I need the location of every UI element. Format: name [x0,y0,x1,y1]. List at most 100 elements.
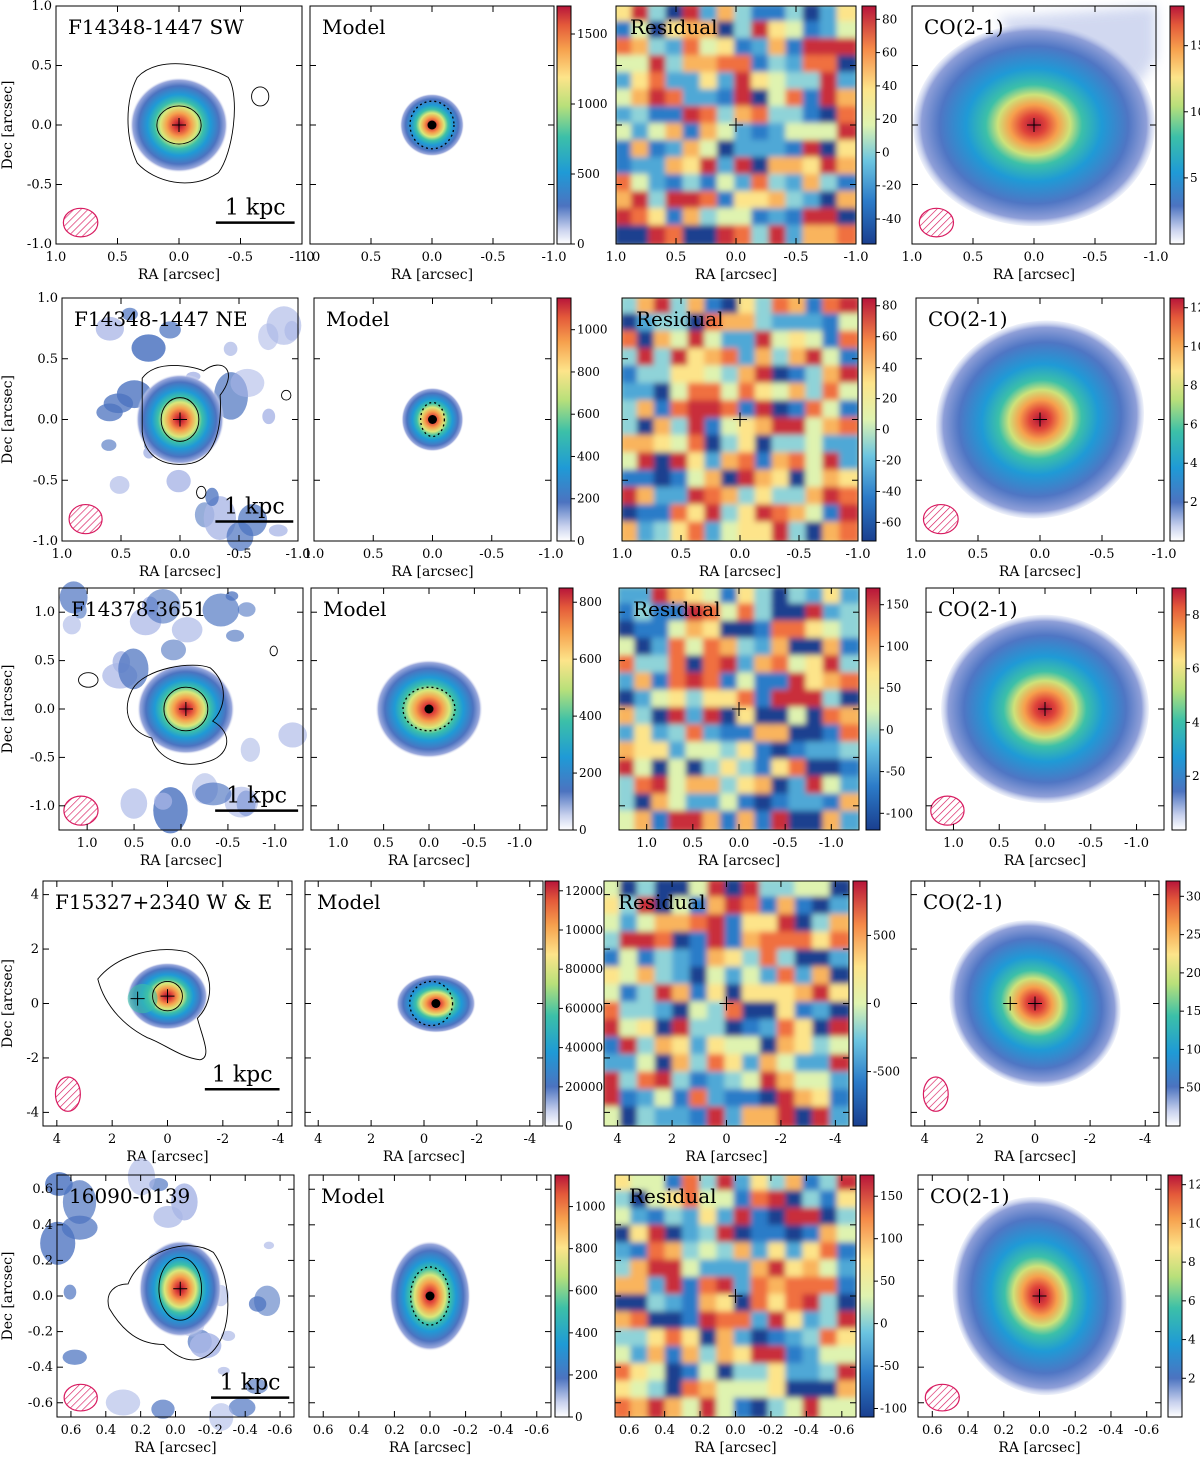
residual-cell [771,741,793,763]
co-panel: 0.6 0.4 0.2 0.0 -0.2 -0.4 -0.6 CO(2-1) RA [arcse… [917,1174,1200,1456]
ra-tick-label: 0.5 [989,836,1010,851]
colorbar-tick-label: 0 [882,145,890,159]
residual-cell [637,896,659,918]
residual-cell [802,1259,824,1281]
residual-cell [665,123,687,144]
residual-cell [721,434,742,457]
colorbar [1165,880,1181,1127]
ra-tick-label: 4 [613,1132,621,1147]
residual-cell [822,434,844,457]
center-cross [173,412,187,427]
residual-cell [699,1224,721,1247]
ra-tick-label: -1.0 [843,250,868,265]
residual-cell [785,106,807,127]
residual-cell [636,486,658,509]
dec-tick-label: -0.5 [27,178,52,193]
residual-cell [634,810,656,830]
colorbar-tick-label: 40000 [565,1041,603,1055]
residual-cell [777,1106,799,1126]
residual-cell [819,89,841,110]
residual-cell [702,810,724,830]
residual-cell [771,707,793,729]
residual-cell [750,1259,772,1281]
residual-cell [805,348,827,370]
residual-cell [802,1190,824,1212]
residual-cell [738,330,759,353]
residual-cell [742,1036,764,1058]
residual-cell [634,620,656,642]
residual-panel: 1.0 0.5 0.0 -0.5 -1.0 Residual RA [arcsec] -40 -… [606,5,901,283]
residual-cell [664,1190,686,1212]
residual-cell [670,298,692,318]
ra-tick-label: -1.0 [819,836,844,851]
residual-cell [685,776,707,798]
residual-cell [733,1294,755,1316]
colorbar-tick-label: 2 [1190,495,1198,509]
colorbar-tick-label: 80000 [565,962,603,976]
residual-cell [699,191,721,212]
ra-tick-label: 0.0 [422,250,443,265]
residual-cell [702,758,724,781]
residual-cell [654,896,676,918]
residual-cell [839,382,858,405]
residual-cell [604,896,624,918]
residual-cell [754,672,776,694]
residual-cell [699,225,721,244]
noise-blob [225,591,239,601]
ra-tick-label: 0.0 [725,1423,746,1438]
residual-cell [716,1207,738,1229]
colorbar-tick-label: 1000 [577,323,608,337]
residual-cell [777,949,799,971]
colorbar-tick-label: -100 [880,1402,907,1416]
residual-cell [687,382,709,405]
residual-cell [699,1397,721,1417]
residual-cell [721,298,742,318]
ra-tick-label: -1.0 [262,836,287,851]
colorbar-tick-label: 1500 [577,27,608,41]
residual-cell [742,881,764,901]
residual-cell [721,382,742,405]
residual-cell [733,1363,755,1385]
residual-cell [738,434,759,457]
residual-cell [742,1089,764,1111]
noise-blob [153,792,173,810]
source-title: F15327+2340 W & E [55,890,272,914]
residual-cell [651,707,673,729]
residual-cell [812,1036,834,1058]
residual-cell [685,603,707,625]
residual-cell [751,123,773,144]
residual-cell [819,1190,841,1212]
residual-cell [648,38,670,59]
residual-cell [619,637,639,660]
residual-cell [664,1345,686,1368]
residual-cell [822,655,844,677]
residual-cell [704,417,726,439]
dec-tick-label: 0.0 [32,1289,53,1304]
residual-cell [733,1190,755,1212]
residual-cell [734,106,756,127]
residual-cell [664,1207,686,1229]
residual-cell [754,707,776,729]
extra-contour [78,672,99,688]
residual-cell [737,741,759,763]
residual-cell [724,949,746,971]
residual-cell [788,655,810,677]
residual-cell [819,225,841,244]
residual-cell [836,157,856,178]
ra-tick-label: 2 [108,1132,116,1147]
residual-cell [785,1363,807,1385]
residual-cell [771,689,793,711]
residual-cell [619,1071,641,1093]
ra-tick-label: 0.0 [726,250,747,265]
dec-tick-label: -1.0 [30,799,55,814]
noise-blob [223,341,238,356]
residual-cell [788,434,810,457]
residual-cell [689,1071,711,1093]
noise-blob [101,439,117,451]
residual-cell [785,225,807,244]
residual-cell [788,741,810,763]
noise-blob [195,782,232,806]
residual-cell [771,348,793,370]
residual-cell [737,620,759,642]
residual-cell [634,793,656,815]
